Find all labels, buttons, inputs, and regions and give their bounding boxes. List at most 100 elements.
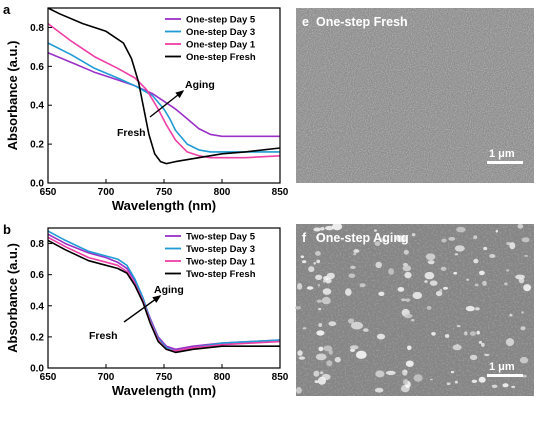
sem-grain xyxy=(453,271,458,275)
sem-grain xyxy=(404,370,408,373)
sem-grain xyxy=(302,327,307,330)
sem-grain xyxy=(378,291,385,296)
series-line-two-step-fresh xyxy=(47,239,280,354)
sem-image-fresh: e One-step Fresh 1 μm xyxy=(296,8,534,183)
sem-grain xyxy=(450,370,455,374)
sem-grain xyxy=(411,318,415,322)
sem-grain xyxy=(464,331,468,336)
sem-grain xyxy=(317,284,321,287)
sem-grain xyxy=(473,258,479,264)
sem-grain xyxy=(481,342,485,347)
legend-label: Two-step Day 1 xyxy=(186,256,256,267)
legend-label: Two-step Day 3 xyxy=(186,244,255,255)
sem-grain xyxy=(350,265,356,269)
x-tick-label: 850 xyxy=(272,372,289,383)
sem-grain xyxy=(454,245,465,252)
x-axis-label: Wavelength (nm) xyxy=(112,383,216,398)
sem-grain xyxy=(334,356,341,363)
sem-grain xyxy=(374,241,381,246)
x-tick-label: 650 xyxy=(40,187,57,198)
sem-grain xyxy=(404,271,412,279)
sem-grain xyxy=(515,274,525,280)
sem-grain xyxy=(326,360,333,367)
sem-grain xyxy=(471,379,478,383)
sem-grain xyxy=(302,260,307,264)
sem-grain xyxy=(318,307,322,311)
sem-grain xyxy=(345,288,352,296)
sem-grain xyxy=(413,374,423,382)
sem-grain xyxy=(405,298,411,302)
sem-grain xyxy=(402,262,408,267)
legend-label: Two-step Day 5 xyxy=(186,231,256,242)
sem-grain xyxy=(316,299,323,303)
series-line-one-step-day-5 xyxy=(47,51,280,138)
scale-bar-label: 1 μm xyxy=(489,361,515,373)
chart-panel-b: b 650 700 750 800 850 0.0 0.2 0.4 0.6 0.8 Wavelen… xyxy=(3,222,289,398)
x-axis-label: Wavelength (nm) xyxy=(112,198,216,213)
y-tick-label: 0.4 xyxy=(30,101,44,112)
sem-grain xyxy=(388,268,394,275)
sem-grain xyxy=(402,379,409,385)
sem-grain xyxy=(376,333,386,340)
sem-grain xyxy=(465,305,475,312)
aging-arrow xyxy=(149,90,184,118)
sem-grain xyxy=(295,387,302,394)
sem-grain xyxy=(397,287,405,292)
legend-label: One-step Fresh xyxy=(186,52,256,63)
sem-grain xyxy=(350,345,359,350)
sem-grain xyxy=(424,280,428,283)
sem-grain xyxy=(300,255,304,258)
sem-grain xyxy=(313,370,320,377)
sem-grain xyxy=(411,233,416,237)
sem-grain xyxy=(315,353,327,361)
sem-grain xyxy=(317,376,326,385)
series-line-one-step-fresh xyxy=(47,7,281,165)
sem-grain xyxy=(479,270,485,276)
aging-label: Aging xyxy=(185,79,215,91)
sem-grain xyxy=(318,323,323,327)
sem-grain xyxy=(502,383,509,388)
scale-bar xyxy=(487,161,523,164)
x-tick-label: 850 xyxy=(272,187,289,198)
sem-grain xyxy=(469,354,478,361)
sem-grain xyxy=(429,280,438,286)
legend-label: One-step Day 1 xyxy=(186,39,256,50)
sem-grain xyxy=(448,237,456,241)
sem-grain xyxy=(475,307,480,311)
sem-grain xyxy=(319,371,324,375)
sem-grain xyxy=(308,266,315,273)
sem-grain xyxy=(306,286,314,290)
y-tick-label: 0.0 xyxy=(30,364,44,375)
series-line-one-step-day-3 xyxy=(47,42,280,153)
sem-grain xyxy=(522,374,527,378)
sem-grain xyxy=(484,353,490,357)
fresh-label: Fresh xyxy=(89,330,118,342)
y-tick-label: 0.0 xyxy=(30,179,44,190)
sem-grain xyxy=(402,369,408,376)
sem-grain xyxy=(504,282,508,286)
sem-grain xyxy=(363,328,369,332)
sem-panel-letter: e xyxy=(302,15,309,29)
sem-grain xyxy=(466,278,469,281)
sem-grain xyxy=(509,242,516,250)
sem-grain xyxy=(491,384,498,388)
series-line-one-step-day-1 xyxy=(47,22,281,159)
sem-grain xyxy=(440,266,447,271)
x-tick-label: 800 xyxy=(214,187,231,198)
scale-bar xyxy=(487,374,523,377)
sem-grain xyxy=(495,229,498,233)
sem-grain xyxy=(523,284,531,292)
sem-grain xyxy=(511,385,516,388)
sem-grain xyxy=(315,274,323,280)
sem-grain xyxy=(374,387,384,393)
sem-grain xyxy=(313,262,317,265)
sem-grain xyxy=(332,222,343,231)
sem-grain xyxy=(506,269,510,272)
sem-grain xyxy=(359,283,366,288)
sem-grain xyxy=(452,344,462,351)
sem-grain xyxy=(489,254,496,258)
x-tick-label: 750 xyxy=(156,372,173,383)
sem-grain xyxy=(316,259,321,264)
sem-grain xyxy=(297,283,303,290)
y-tick-label: 0.2 xyxy=(30,332,44,343)
